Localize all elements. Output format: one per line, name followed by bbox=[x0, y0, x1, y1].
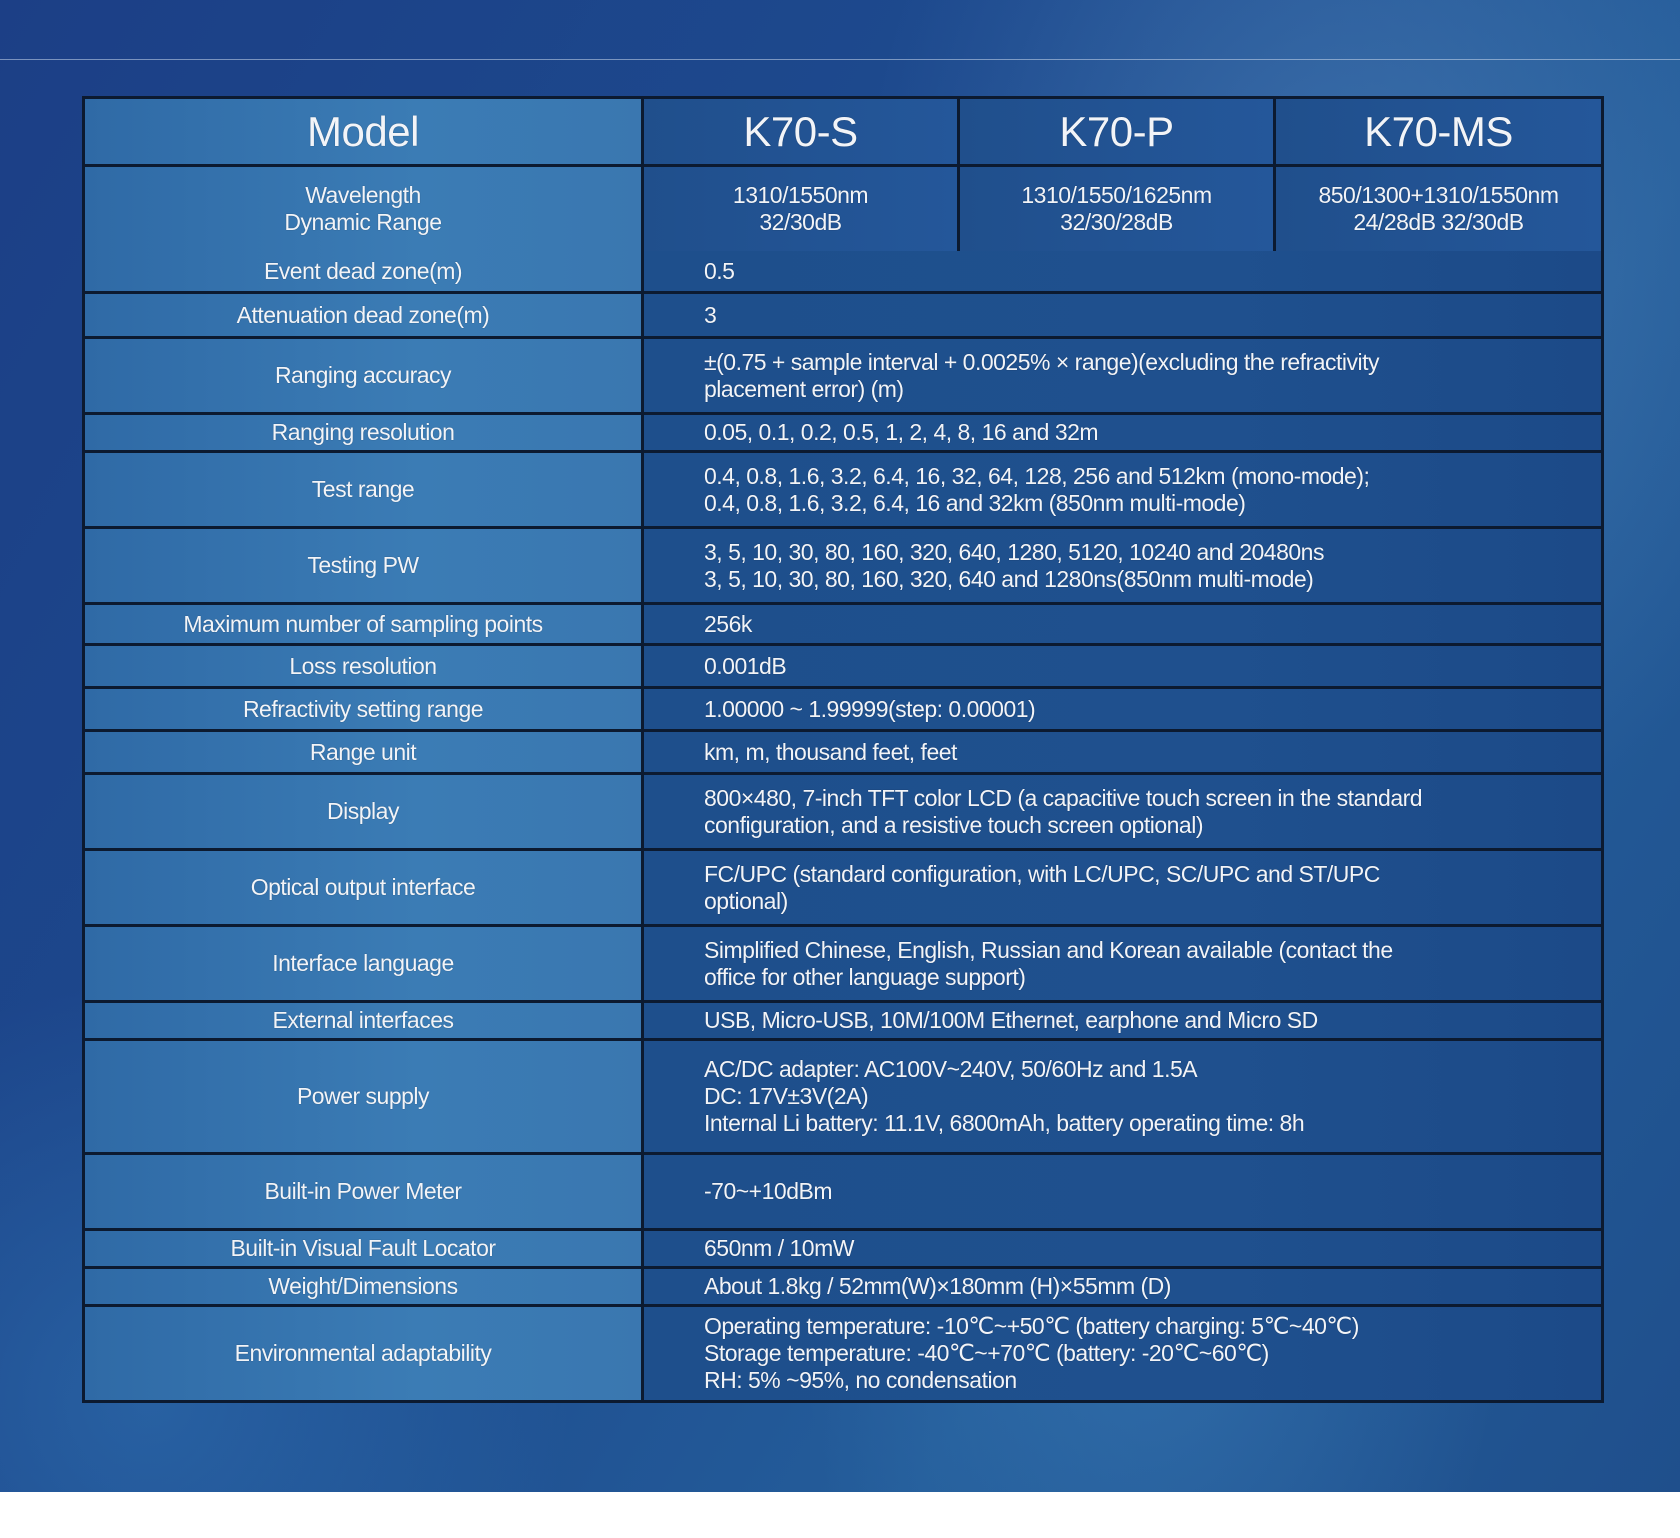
row-label: Display bbox=[85, 775, 641, 848]
row-label: Attenuation dead zone(m) bbox=[85, 294, 641, 336]
spec-row: Ranging accuracy ±(0.75 + sample interval… bbox=[85, 336, 1601, 412]
header-model-k70-ms: K70-MS bbox=[1273, 99, 1601, 164]
wavelength-value-k70-p: 1310/1550/1625nm 32/30/28dB bbox=[957, 167, 1273, 251]
row-value: Simplified Chinese, English, Russian and… bbox=[641, 927, 1601, 1000]
wavelength-value-k70-s: 1310/1550nm 32/30dB bbox=[641, 167, 957, 251]
row-label: Range unit bbox=[85, 732, 641, 772]
row-label: Testing PW bbox=[85, 529, 641, 602]
row-label: Ranging accuracy bbox=[85, 339, 641, 412]
row-value: FC/UPC (standard configuration, with LC/… bbox=[641, 851, 1601, 924]
row-label: External interfaces bbox=[85, 1003, 641, 1038]
spec-row: Maximum number of sampling points 256k bbox=[85, 602, 1601, 643]
row-value: 3 bbox=[641, 294, 1601, 336]
spec-row: Attenuation dead zone(m) 3 bbox=[85, 291, 1601, 336]
spec-row: External interfaces USB, Micro-USB, 10M/1… bbox=[85, 1000, 1601, 1038]
row-value: About 1.8kg / 52mm(W)×180mm (H)×55mm (D) bbox=[641, 1269, 1601, 1304]
row-value: 0.05, 0.1, 0.2, 0.5, 1, 2, 4, 8, 16 and … bbox=[641, 415, 1601, 450]
row-label: Maximum number of sampling points bbox=[85, 605, 641, 643]
spec-row: Refractivity setting range 1.00000 ~ 1.99… bbox=[85, 686, 1601, 729]
spec-row: Interface language Simplified Chinese, En… bbox=[85, 924, 1601, 1000]
row-value: -70~+10dBm bbox=[641, 1155, 1601, 1228]
row-value: 0.4, 0.8, 1.6, 3.2, 6.4, 16, 32, 64, 128… bbox=[641, 453, 1601, 526]
spec-row: Built-in Visual Fault Locator 650nm / 10m… bbox=[85, 1228, 1601, 1266]
spec-row: Optical output interface FC/UPC (standard… bbox=[85, 848, 1601, 924]
spec-row: Loss resolution 0.001dB bbox=[85, 643, 1601, 686]
row-label: Refractivity setting range bbox=[85, 689, 641, 729]
row-label: Environmental adaptability bbox=[85, 1307, 641, 1400]
header-model-k70-p: K70-P bbox=[957, 99, 1273, 164]
row-value: 256k bbox=[641, 605, 1601, 643]
row-value: 650nm / 10mW bbox=[641, 1231, 1601, 1266]
spec-row: Display 800×480, 7-inch TFT color LCD (a … bbox=[85, 772, 1601, 848]
row-label: Built-in Power Meter bbox=[85, 1155, 641, 1228]
spec-row: Event dead zone(m) 0.5 bbox=[85, 251, 1601, 291]
row-value: km, m, thousand feet, feet bbox=[641, 732, 1601, 772]
header-row: Model K70-S K70-P K70-MS bbox=[85, 99, 1601, 164]
spec-row: Weight/Dimensions About 1.8kg / 52mm(W)×1… bbox=[85, 1266, 1601, 1304]
divider-line bbox=[0, 59, 1680, 60]
row-value: AC/DC adapter: AC100V~240V, 50/60Hz and … bbox=[641, 1041, 1601, 1152]
row-value: USB, Micro-USB, 10M/100M Ethernet, earph… bbox=[641, 1003, 1601, 1038]
spec-row: Testing PW 3, 5, 10, 30, 80, 160, 320, 64… bbox=[85, 526, 1601, 602]
spec-row: Ranging resolution 0.05, 0.1, 0.2, 0.5, 1… bbox=[85, 412, 1601, 450]
row-label: Power supply bbox=[85, 1041, 641, 1152]
spec-table: Model K70-S K70-P K70-MS Wavelength Dyna… bbox=[82, 96, 1604, 1403]
spec-row: Environmental adaptability Operating temp… bbox=[85, 1304, 1601, 1400]
row-value: 800×480, 7-inch TFT color LCD (a capacit… bbox=[641, 775, 1601, 848]
header-model-label: Model bbox=[85, 99, 641, 164]
row-label: Loss resolution bbox=[85, 646, 641, 686]
row-label: Wavelength Dynamic Range bbox=[85, 167, 641, 251]
row-value: 3, 5, 10, 30, 80, 160, 320, 640, 1280, 5… bbox=[641, 529, 1601, 602]
row-value: 0.5 bbox=[641, 251, 1601, 291]
header-model-k70-s: K70-S bbox=[641, 99, 957, 164]
row-value: 1.00000 ~ 1.99999(step: 0.00001) bbox=[641, 689, 1601, 729]
row-label: Event dead zone(m) bbox=[85, 251, 641, 291]
row-label: Test range bbox=[85, 453, 641, 526]
row-label: Built-in Visual Fault Locator bbox=[85, 1231, 641, 1266]
spec-row: Power supply AC/DC adapter: AC100V~240V, … bbox=[85, 1038, 1601, 1152]
row-label: Interface language bbox=[85, 927, 641, 1000]
row-label: Optical output interface bbox=[85, 851, 641, 924]
row-value: 0.001dB bbox=[641, 646, 1601, 686]
spec-row: Range unit km, m, thousand feet, feet bbox=[85, 729, 1601, 772]
wavelength-value-k70-ms: 850/1300+1310/1550nm 24/28dB 32/30dB bbox=[1273, 167, 1601, 251]
spec-row: Built-in Power Meter -70~+10dBm bbox=[85, 1152, 1601, 1228]
spec-row: Test range 0.4, 0.8, 1.6, 3.2, 6.4, 16, 3… bbox=[85, 450, 1601, 526]
row-label: Ranging resolution bbox=[85, 415, 641, 450]
row-label: Weight/Dimensions bbox=[85, 1269, 641, 1304]
row-value: Operating temperature: -10℃~+50℃ (batter… bbox=[641, 1307, 1601, 1400]
row-value: ±(0.75 + sample interval + 0.0025% × ran… bbox=[641, 339, 1601, 412]
wavelength-row: Wavelength Dynamic Range 1310/1550nm 32/… bbox=[85, 164, 1601, 251]
